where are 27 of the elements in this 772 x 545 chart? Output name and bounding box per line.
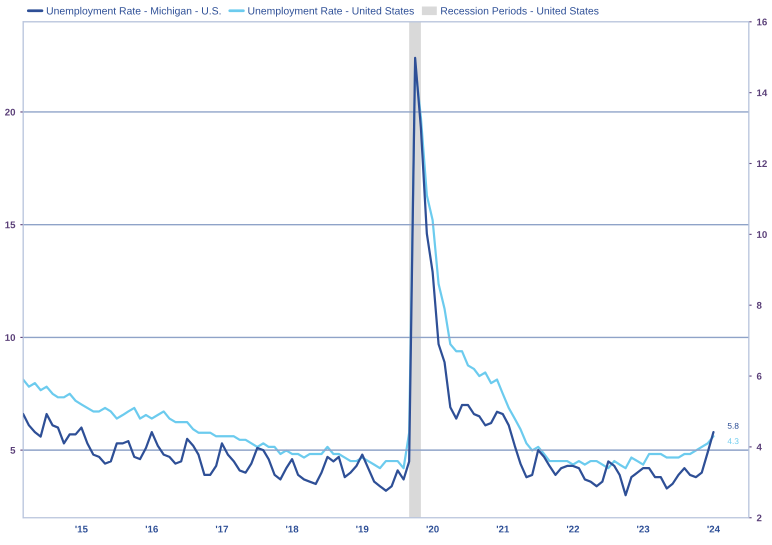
x-tick-label: '24 [707,526,720,532]
y2-tick-label: 12 [757,160,767,168]
x-tick-label: '22 [566,526,580,532]
x-tick-label: '20 [426,526,439,533]
y-tick-label: 10 [5,334,16,342]
y2-tick-label: 6 [756,372,762,380]
y2-tick-label: 10 [757,231,767,238]
y2-tick-label: 8 [756,302,762,309]
y2-tick-label: 16 [757,18,767,26]
x-tick-label: '15 [75,526,88,533]
y2-tick-label: 4 [756,444,762,450]
y2-tick-label: 14 [757,89,768,96]
legend-label: Unemployment Rate - Michigan - U.S. [46,6,221,17]
y2-tick-label: 2 [756,514,762,522]
data-label: 4.3 [728,438,739,444]
x-tick-label: '18 [286,526,298,533]
y-tick-label: 20 [5,108,16,116]
x-tick-label: '19 [356,526,368,533]
legend-label: Recession Periods - United States [441,6,599,15]
x-tick-label: '23 [637,526,650,533]
legend-label: Unemployment Rate - United States [248,6,414,17]
data-label: 5.8 [728,422,739,429]
x-tick-label: '17 [216,526,228,532]
y-tick-label: 5 [10,446,16,454]
y-tick-label: 15 [5,222,16,228]
x-tick-label: '16 [146,526,158,533]
x-tick-label: '21 [496,526,510,532]
